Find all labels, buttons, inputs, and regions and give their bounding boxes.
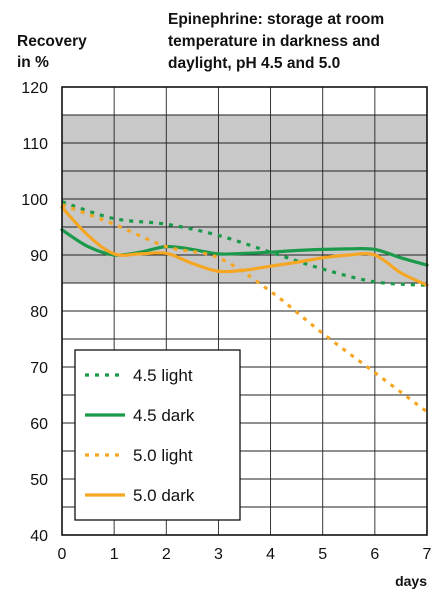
y-label-line: in % — [17, 54, 49, 71]
y-tick-label: 50 — [30, 472, 48, 489]
legend-label: 5.0 light — [133, 446, 193, 465]
legend-label: 5.0 dark — [133, 486, 195, 505]
y-tick-label: 60 — [30, 416, 48, 433]
x-tick-label: 0 — [58, 546, 67, 563]
series-line-5-0-dark — [60, 205, 429, 287]
x-tick-label: 7 — [423, 546, 432, 563]
x-tick-label: 6 — [370, 546, 379, 563]
x-axis-label: days — [395, 573, 427, 589]
x-tick-label: 4 — [266, 546, 275, 563]
x-tick-labels: 0 1 2 3 4 5 6 7 — [58, 546, 432, 563]
x-tick-label: 3 — [214, 546, 223, 563]
title-line: Epinephrine: storage at room — [168, 11, 384, 28]
y-tick-label: 100 — [21, 192, 48, 209]
title-line: temperature in darkness and — [168, 33, 380, 50]
y-label-line: Recovery — [17, 33, 87, 50]
x-tick-label: 2 — [162, 546, 171, 563]
x-tick-label: 1 — [110, 546, 119, 563]
x-tick-label: 5 — [318, 546, 327, 563]
plot-frame — [61, 86, 428, 536]
y-tick-label: 40 — [30, 528, 48, 545]
y-axis-label: Recovery in % — [17, 33, 87, 71]
y-tick-labels: 40 50 60 70 80 90 100 110 120 — [21, 80, 48, 545]
y-tick-label: 110 — [22, 136, 48, 153]
y-tick-label: 80 — [30, 304, 48, 321]
legend-box — [74, 349, 241, 521]
title-line: daylight, pH 4.5 and 5.0 — [168, 55, 340, 72]
y-tick-label: 90 — [30, 248, 48, 265]
legend-label: 4.5 dark — [133, 406, 195, 425]
legend-label: 4.5 light — [133, 366, 193, 385]
y-tick-label: 70 — [30, 360, 48, 377]
plot-border — [61, 86, 428, 536]
series-lines — [60, 200, 429, 414]
chart-title: Epinephrine: storage at room temperature … — [168, 11, 384, 72]
legend: 4.5 light 4.5 dark 5.0 light 5.0 dark — [74, 349, 241, 521]
y-tick-label: 120 — [21, 80, 48, 97]
